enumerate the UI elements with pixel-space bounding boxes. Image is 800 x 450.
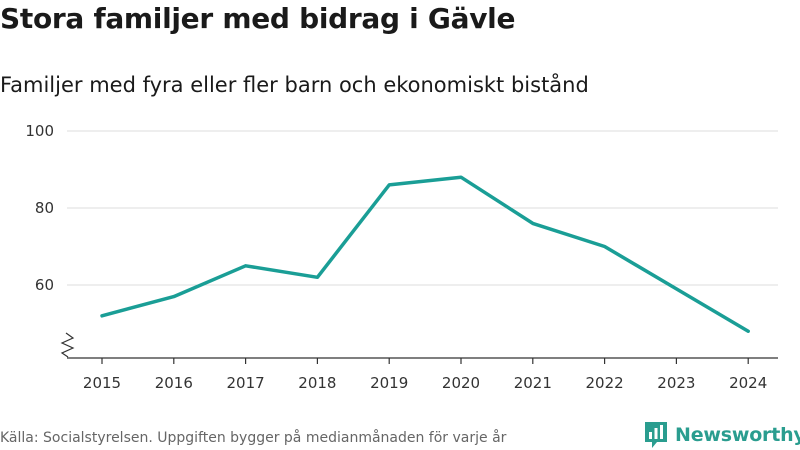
x-tick-label: 2019 (370, 374, 408, 392)
x-tick-label: 2016 (155, 374, 193, 392)
brand-logo: Newsworthy (643, 420, 800, 450)
x-tick-label: 2015 (83, 374, 121, 392)
axes (60, 332, 778, 364)
x-tick-label: 2018 (298, 374, 336, 392)
x-tick-label: 2022 (586, 374, 624, 392)
bar-chart-logo-icon (645, 422, 667, 448)
y-tick-label: 100 (25, 122, 54, 140)
x-tick-labels: 2015 2016 2017 2018 2019 2020 2021 2022 2023 2024 (83, 374, 767, 392)
y-tick-labels: 60 80 100 (25, 122, 54, 294)
x-tick-label: 2023 (657, 374, 695, 392)
x-tick-label: 2021 (514, 374, 552, 392)
axis-break-mark (60, 332, 75, 358)
x-tick-label: 2017 (227, 374, 265, 392)
x-tick-label: 2024 (729, 374, 767, 392)
y-tick-label: 60 (35, 276, 54, 294)
series-line-0 (100, 175, 750, 333)
chart-title: Stora familjer med bidrag i Gävle (0, 2, 516, 35)
gridlines (67, 130, 778, 286)
x-tick-label: 2020 (442, 374, 480, 392)
source-note: Källa: Socialstyrelsen. Uppgiften bygger… (0, 430, 507, 446)
series (100, 175, 750, 333)
brand-name: Newsworthy (675, 424, 800, 446)
chart-subtitle: Familjer med fyra eller fler barn och ek… (0, 73, 589, 97)
y-tick-label: 80 (35, 199, 54, 217)
